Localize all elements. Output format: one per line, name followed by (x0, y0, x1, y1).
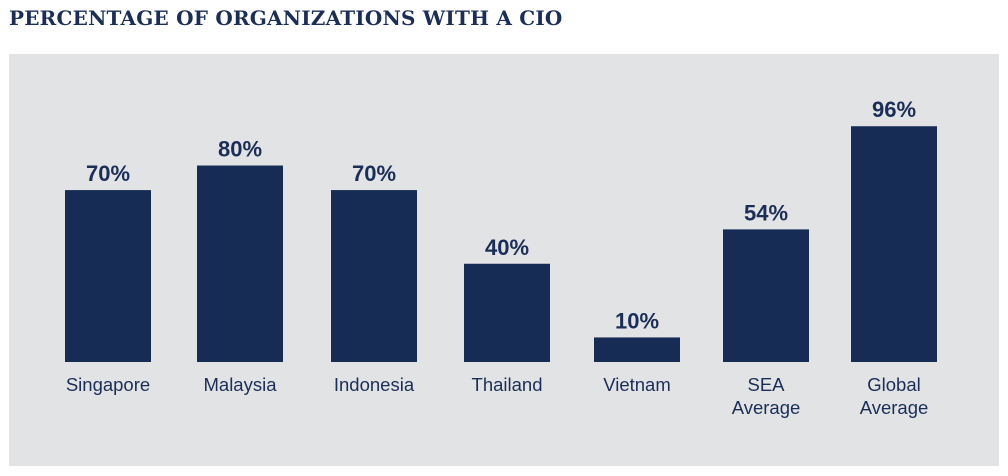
value-label: 96% (872, 97, 916, 122)
chart-title: PERCENTAGE OF ORGANIZATIONS WITH A CIO (9, 6, 563, 30)
category-label: Average (732, 397, 801, 418)
category-label: Global (867, 374, 920, 395)
bar-sea-average (723, 229, 809, 362)
category-label: Singapore (66, 374, 150, 395)
value-label: 10% (615, 308, 659, 333)
category-label: Average (860, 397, 929, 418)
category-label: SEA (747, 374, 785, 395)
category-label: Vietnam (603, 374, 671, 395)
category-label: Indonesia (334, 374, 415, 395)
bar-malaysia (197, 165, 283, 362)
value-label: 54% (744, 200, 788, 225)
value-label: 70% (86, 161, 130, 186)
value-label: 40% (485, 235, 529, 260)
bar-singapore (65, 190, 151, 362)
value-label: 70% (352, 161, 396, 186)
category-label: Malaysia (204, 374, 278, 395)
bar-thailand (464, 263, 550, 362)
chart-panel (9, 54, 999, 466)
value-label: 80% (218, 137, 262, 162)
bar-global-average (851, 126, 937, 362)
bar-indonesia (331, 190, 417, 362)
bar-vietnam (594, 337, 680, 362)
category-label: Thailand (472, 374, 543, 395)
